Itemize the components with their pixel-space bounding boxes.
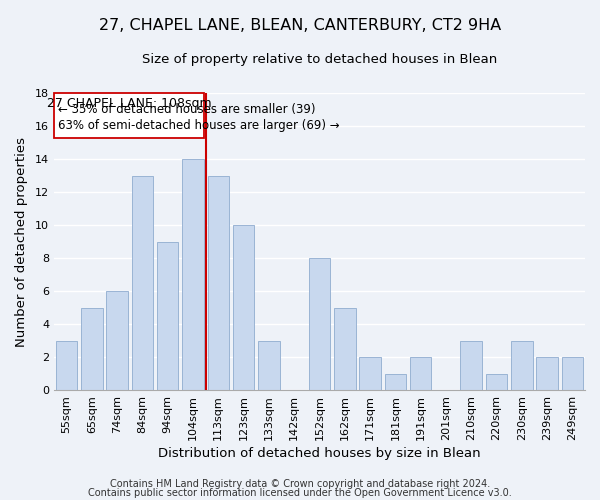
Bar bbox=[81, 308, 103, 390]
Bar bbox=[106, 291, 128, 390]
Y-axis label: Number of detached properties: Number of detached properties bbox=[15, 136, 28, 346]
Text: 27 CHAPEL LANE: 108sqm: 27 CHAPEL LANE: 108sqm bbox=[47, 97, 212, 110]
Bar bbox=[182, 159, 204, 390]
Bar bbox=[334, 308, 356, 390]
Text: Contains public sector information licensed under the Open Government Licence v3: Contains public sector information licen… bbox=[88, 488, 512, 498]
Title: Size of property relative to detached houses in Blean: Size of property relative to detached ho… bbox=[142, 52, 497, 66]
Text: ← 35% of detached houses are smaller (39): ← 35% of detached houses are smaller (39… bbox=[58, 104, 316, 117]
Bar bbox=[208, 176, 229, 390]
Bar bbox=[233, 225, 254, 390]
Bar bbox=[385, 374, 406, 390]
Text: Contains HM Land Registry data © Crown copyright and database right 2024.: Contains HM Land Registry data © Crown c… bbox=[110, 479, 490, 489]
Bar bbox=[359, 357, 381, 390]
Text: 63% of semi-detached houses are larger (69) →: 63% of semi-detached houses are larger (… bbox=[58, 118, 340, 132]
Bar bbox=[410, 357, 431, 390]
Bar bbox=[258, 340, 280, 390]
Bar bbox=[56, 340, 77, 390]
Bar bbox=[511, 340, 533, 390]
Bar bbox=[157, 242, 178, 390]
Text: 27, CHAPEL LANE, BLEAN, CANTERBURY, CT2 9HA: 27, CHAPEL LANE, BLEAN, CANTERBURY, CT2 … bbox=[99, 18, 501, 32]
Bar bbox=[536, 357, 558, 390]
Bar bbox=[486, 374, 507, 390]
Bar bbox=[562, 357, 583, 390]
X-axis label: Distribution of detached houses by size in Blean: Distribution of detached houses by size … bbox=[158, 447, 481, 460]
FancyBboxPatch shape bbox=[55, 93, 205, 138]
Bar bbox=[309, 258, 330, 390]
Bar bbox=[460, 340, 482, 390]
Bar bbox=[131, 176, 153, 390]
